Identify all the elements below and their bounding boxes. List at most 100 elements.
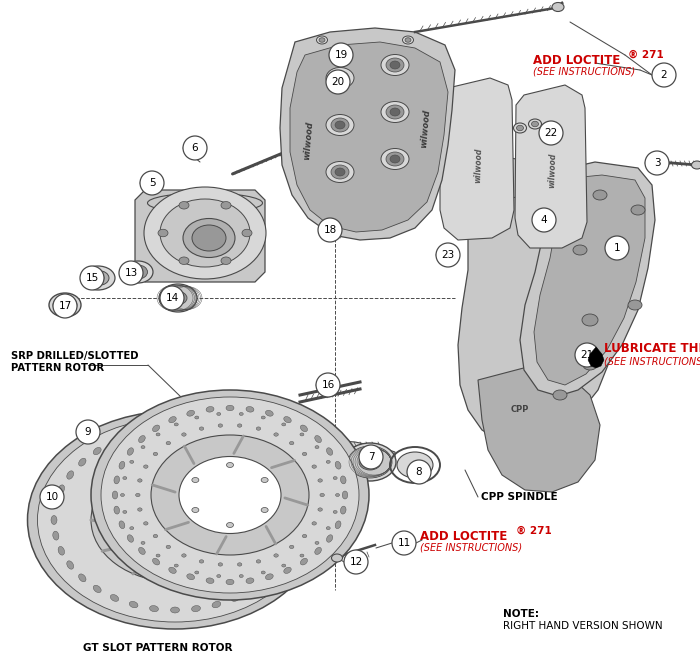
- Text: wilwood: wilwood: [142, 540, 178, 550]
- Ellipse shape: [52, 500, 59, 509]
- Ellipse shape: [320, 493, 324, 497]
- Ellipse shape: [153, 425, 160, 432]
- Text: 21: 21: [580, 350, 594, 360]
- Ellipse shape: [127, 448, 134, 456]
- Ellipse shape: [261, 571, 265, 574]
- Ellipse shape: [217, 574, 220, 578]
- Ellipse shape: [326, 527, 330, 530]
- Ellipse shape: [517, 125, 524, 131]
- Text: 5: 5: [148, 178, 155, 188]
- Ellipse shape: [150, 606, 158, 612]
- Ellipse shape: [139, 436, 145, 443]
- Ellipse shape: [628, 300, 642, 310]
- Ellipse shape: [261, 507, 268, 513]
- Text: CPP SPINDLE: CPP SPINDLE: [481, 492, 558, 502]
- Ellipse shape: [531, 122, 538, 127]
- Ellipse shape: [104, 509, 110, 513]
- Ellipse shape: [206, 406, 214, 412]
- Ellipse shape: [536, 203, 554, 216]
- Polygon shape: [534, 175, 645, 385]
- Text: 20: 20: [331, 77, 344, 87]
- Circle shape: [140, 171, 164, 195]
- Ellipse shape: [582, 314, 598, 326]
- Ellipse shape: [282, 423, 286, 426]
- Ellipse shape: [573, 245, 587, 255]
- Ellipse shape: [49, 293, 81, 317]
- Ellipse shape: [84, 515, 90, 519]
- Ellipse shape: [300, 425, 307, 432]
- Text: 10: 10: [46, 492, 59, 502]
- Ellipse shape: [248, 585, 257, 593]
- Ellipse shape: [326, 460, 330, 463]
- Ellipse shape: [130, 460, 134, 463]
- Ellipse shape: [124, 515, 130, 519]
- Ellipse shape: [179, 457, 281, 533]
- Ellipse shape: [130, 527, 134, 530]
- Ellipse shape: [315, 541, 319, 544]
- Ellipse shape: [326, 535, 332, 542]
- Circle shape: [532, 208, 556, 232]
- Ellipse shape: [319, 38, 325, 42]
- Ellipse shape: [326, 68, 354, 88]
- Ellipse shape: [631, 205, 645, 215]
- Ellipse shape: [111, 439, 119, 446]
- Ellipse shape: [381, 149, 409, 169]
- Text: 7: 7: [368, 452, 374, 462]
- Ellipse shape: [111, 594, 119, 602]
- Ellipse shape: [84, 544, 90, 549]
- Text: 12: 12: [349, 557, 363, 567]
- Ellipse shape: [130, 432, 138, 439]
- Polygon shape: [520, 162, 655, 396]
- Ellipse shape: [315, 446, 319, 449]
- Ellipse shape: [340, 476, 346, 484]
- Ellipse shape: [58, 546, 64, 555]
- Text: wilwood: wilwood: [547, 152, 557, 188]
- Ellipse shape: [122, 511, 127, 513]
- Ellipse shape: [187, 574, 195, 580]
- Ellipse shape: [256, 427, 260, 430]
- Ellipse shape: [88, 518, 126, 546]
- Circle shape: [392, 531, 416, 555]
- Ellipse shape: [302, 535, 307, 538]
- Ellipse shape: [318, 508, 323, 511]
- Ellipse shape: [264, 458, 272, 466]
- Ellipse shape: [156, 433, 160, 436]
- Ellipse shape: [169, 567, 176, 574]
- Polygon shape: [440, 78, 514, 240]
- Ellipse shape: [276, 561, 284, 569]
- Circle shape: [318, 218, 342, 242]
- Ellipse shape: [291, 531, 298, 540]
- Ellipse shape: [318, 479, 323, 482]
- Ellipse shape: [390, 155, 400, 163]
- Circle shape: [575, 343, 599, 367]
- Ellipse shape: [239, 574, 243, 578]
- Ellipse shape: [48, 488, 166, 576]
- Ellipse shape: [153, 535, 158, 538]
- Text: 4: 4: [540, 215, 547, 225]
- Ellipse shape: [390, 108, 400, 116]
- Ellipse shape: [114, 476, 120, 484]
- Ellipse shape: [326, 114, 354, 135]
- Text: NOTE:: NOTE:: [503, 609, 539, 619]
- Text: 2: 2: [661, 70, 667, 80]
- Ellipse shape: [342, 491, 348, 499]
- Ellipse shape: [148, 193, 262, 213]
- Ellipse shape: [166, 442, 171, 445]
- Ellipse shape: [397, 452, 433, 478]
- Text: wilwood: wilwood: [473, 147, 483, 183]
- Ellipse shape: [256, 560, 260, 563]
- Circle shape: [344, 550, 368, 574]
- Text: 16: 16: [321, 380, 335, 390]
- Text: CPP: CPP: [511, 406, 529, 414]
- Ellipse shape: [139, 547, 145, 554]
- Ellipse shape: [159, 284, 197, 312]
- Polygon shape: [290, 42, 448, 232]
- Ellipse shape: [402, 36, 414, 44]
- Ellipse shape: [284, 567, 291, 574]
- Ellipse shape: [38, 418, 312, 622]
- Ellipse shape: [169, 416, 176, 423]
- Ellipse shape: [265, 574, 273, 580]
- Text: 6: 6: [192, 143, 198, 153]
- Ellipse shape: [78, 458, 86, 466]
- Text: ® 271: ® 271: [628, 50, 664, 60]
